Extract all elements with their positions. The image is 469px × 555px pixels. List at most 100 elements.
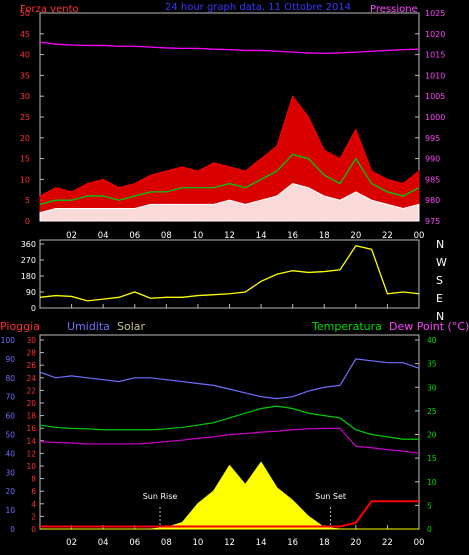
wind-axis-label: 10	[20, 175, 30, 184]
series-rain	[40, 500, 419, 528]
wind-axis-label: 35	[20, 71, 30, 80]
rain-axis-label: 6	[31, 487, 36, 496]
time-tick-label: 22	[382, 538, 393, 548]
wind-axis-label: 25	[20, 113, 30, 122]
label-umidita: Umidita	[67, 320, 110, 333]
wind-axis-label: 0	[25, 217, 30, 226]
series-pressure	[39, 41, 420, 55]
time-tick-label: 06	[129, 231, 140, 241]
time-tick-label: 00	[414, 231, 425, 241]
series-dewpoint	[39, 427, 420, 454]
pressure-axis-label: 1015	[425, 51, 445, 60]
time-tick-label: 10	[193, 538, 204, 548]
temperature-axis-label: 35	[427, 360, 437, 369]
wind-axis-label: 30	[20, 92, 30, 101]
time-tick-label: 00	[414, 538, 425, 548]
time-tick-label: 20	[350, 231, 361, 241]
wind-axis-label: 15	[20, 155, 30, 164]
time-tick-label: 04	[98, 538, 109, 548]
rain-axis-label: 8	[31, 475, 36, 484]
rain-axis-label: 18	[26, 412, 36, 421]
panel-direction-frame	[39, 239, 420, 309]
pressure-axis-label: 1000	[425, 113, 445, 122]
humidity-axis-label: 60	[5, 412, 15, 421]
rain-axis-label: 20	[26, 399, 36, 408]
wind-axis-label: 50	[20, 9, 30, 18]
header-right-label: Pressione	[370, 4, 418, 15]
temperature-axis-label: 25	[427, 407, 437, 416]
direction-axis-label: 180	[21, 272, 36, 281]
time-tick-label: 08	[161, 231, 172, 241]
rain-axis-label: 4	[31, 500, 36, 509]
label-solar: Solar	[117, 320, 146, 333]
pressure-axis-label: 995	[425, 134, 440, 143]
humidity-axis-label: 20	[5, 487, 15, 496]
temperature-axis-label: 15	[427, 454, 437, 463]
time-tick-label: 06	[129, 538, 140, 548]
series-humidity	[39, 358, 420, 400]
time-tick-label: 22	[382, 231, 393, 241]
pressure-axis-label: 1010	[425, 71, 445, 80]
series-wind-speed-area	[39, 183, 420, 222]
compass-s: S	[436, 274, 443, 287]
rain-humidity-plot: 0102030405060708090100024681012141618202…	[1, 336, 437, 548]
wind-pressure-plot: 0510152025303540455097598098599099510001…	[20, 9, 446, 241]
time-tick-label: 20	[350, 538, 361, 548]
pressure-axis-label: 1025	[425, 9, 445, 18]
wind-axis-label: 45	[20, 30, 30, 39]
direction-axis-label: 270	[21, 256, 36, 265]
compass-w: W	[436, 256, 447, 269]
rain-axis-label: 30	[26, 336, 36, 345]
humidity-axis-label: 40	[5, 449, 15, 458]
series-temperature	[39, 405, 419, 440]
pressure-axis-label: 990	[425, 155, 440, 164]
header-left-label: Forza vento	[20, 4, 79, 15]
rain-axis-label: 10	[26, 462, 36, 471]
wind-axis-label: 40	[20, 51, 30, 60]
time-tick-label: 18	[319, 231, 330, 241]
time-tick-label: 14	[256, 231, 267, 241]
humidity-axis-label: 80	[5, 374, 15, 383]
label-dewpoint: Dew Point (°C)	[389, 320, 469, 333]
rain-axis-label: 2	[31, 512, 36, 521]
series-wind-gust-area	[39, 95, 420, 222]
rain-axis-label: 26	[26, 361, 36, 370]
temperature-axis-label: 20	[427, 431, 437, 440]
header-title: 24 hour graph data. 11 Ottobre 2014	[165, 2, 351, 13]
temperature-axis-label: 30	[427, 383, 437, 392]
label-temperatura: Temperatura	[311, 320, 382, 333]
pressure-axis-label: 1020	[425, 30, 445, 39]
rain-axis-label: 24	[26, 374, 36, 383]
time-tick-label: 10	[193, 231, 204, 241]
pressure-axis-label: 1005	[425, 92, 445, 101]
time-tick-label: 14	[256, 538, 267, 548]
rain-axis-label: 22	[26, 386, 36, 395]
annotation-label: Sun Rise	[143, 492, 178, 501]
humidity-axis-label: 70	[5, 393, 15, 402]
humidity-axis-label: 30	[5, 468, 15, 477]
wind-direction-plot: 0 90 180 270 360	[21, 240, 420, 313]
pressure-axis-label: 980	[425, 196, 440, 205]
direction-axis-label: 90	[26, 288, 36, 297]
wind-axis-label: 20	[20, 134, 30, 143]
time-tick-label: 02	[66, 538, 77, 548]
humidity-axis-label: 50	[5, 431, 15, 440]
series-wind-avg	[39, 153, 420, 205]
time-tick-label: 16	[287, 538, 298, 548]
time-tick-label: 02	[66, 231, 77, 241]
compass-n-bottom: N	[436, 310, 444, 323]
rain-axis-label: 12	[26, 449, 36, 458]
humidity-axis-label: 10	[5, 506, 15, 515]
time-tick-label: 16	[287, 231, 298, 241]
humidity-axis-label: 100	[1, 336, 16, 345]
pressure-axis-label: 975	[425, 217, 440, 226]
time-tick-label: 18	[319, 538, 330, 548]
time-tick-label: 08	[161, 538, 172, 548]
series-solar-area	[40, 461, 419, 530]
direction-axis-label: 0	[31, 304, 36, 313]
rain-axis-label: 0	[31, 525, 36, 534]
temperature-axis-label: 40	[427, 336, 437, 345]
rain-axis-label: 28	[26, 349, 36, 358]
compass-e: E	[436, 292, 443, 305]
